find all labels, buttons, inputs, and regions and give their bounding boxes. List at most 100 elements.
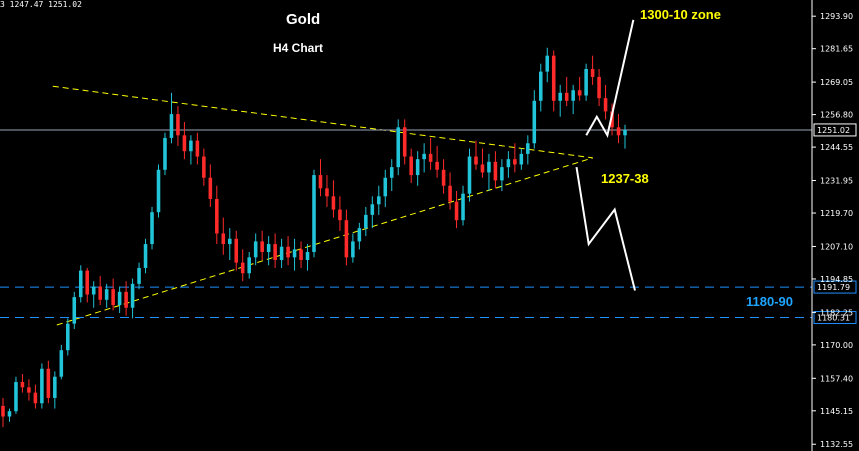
candle-body [415,159,420,176]
y-tick-label: 1182.25 [820,308,853,317]
candle-body [305,252,310,260]
candle [383,169,388,207]
candle [1,397,5,428]
candle [467,148,472,202]
candle-body [441,169,446,186]
y-tick-label: 1281.65 [820,45,853,54]
annotation-1300-zone: 1300-10 zone [640,7,721,22]
candle [616,114,621,144]
candle-body [59,350,64,377]
candle [253,233,258,266]
candle [435,145,439,178]
candle-body [66,323,70,351]
candle-body [91,286,96,295]
candle [78,265,83,303]
candle-body [564,92,569,101]
candle [461,185,465,226]
candle [564,76,569,107]
candle-body [590,68,595,77]
candle-body [344,220,349,258]
candle-body [78,270,83,298]
candle [85,267,90,303]
candle [577,76,582,101]
candle-body [182,135,187,152]
candle-body [137,267,141,284]
projection-up-path [585,19,635,139]
candle [111,278,115,311]
candle [513,143,517,173]
candle [396,119,401,176]
candle-body [435,161,439,170]
candle [266,236,271,266]
candle [292,238,297,271]
candle-body [519,153,524,165]
candle [227,228,232,260]
candle-body [383,177,388,197]
candle [338,196,342,231]
candle-body [1,405,5,417]
candle-body [279,246,284,260]
candle [286,236,290,266]
candle [117,286,122,314]
candle-body [130,283,135,308]
horizontal-levels: 1191.79 1180.31 1251.02 [0,123,857,325]
candle [137,262,141,290]
projection-down-path [575,166,636,291]
y-tick-label: 1244.55 [820,143,853,152]
y-tick-label: 1231.95 [820,177,853,186]
y-tick-label: 1256.80 [820,111,853,120]
candle-body [357,228,362,242]
chart-subtitle: H4 Chart [273,41,324,55]
candle-body [351,241,355,258]
candle [72,291,77,329]
candle [247,252,251,279]
candle [590,55,595,85]
candle [610,103,614,136]
candle-body [500,167,504,181]
candle-body [467,156,472,194]
candle-body [513,159,517,165]
candle-body [422,153,426,160]
level-label-box [813,311,857,325]
candle-body [402,127,407,157]
candle [344,209,349,266]
candle [480,148,485,178]
candle-body [389,167,394,178]
candle-body [506,159,511,168]
candle [156,164,161,218]
candle-body [526,143,530,154]
candle [538,63,543,112]
candle-body [409,156,413,176]
trendline-lower [56,157,593,326]
price-axis: 1293.90 1281.65 1269.05 1256.80 1244.55 1231.… [811,0,853,451]
candle [27,379,31,401]
candle-body [215,198,219,234]
candle [150,206,154,250]
y-tick-label: 1194.85 [820,275,853,284]
candle [331,180,336,218]
candle-body [98,286,102,300]
candle-body [623,129,627,136]
chart-title: Gold [286,11,321,28]
candle [370,196,375,229]
candle-body [603,98,608,112]
candle-body [331,196,336,210]
candle-body [33,392,38,404]
projection-paths [575,19,636,291]
candle-body [163,137,167,170]
candle [143,238,148,274]
candle-body [260,241,264,253]
candle [454,191,459,229]
candle [124,281,128,316]
candle [234,230,239,271]
annotation-1237: 1237-38 [601,171,649,186]
candle-body [40,368,44,404]
candle-body [124,291,128,308]
candle-body [202,156,206,178]
candle-body [610,111,614,128]
candle [176,106,180,146]
candle [389,159,394,192]
candle [474,140,478,170]
candle-body [577,90,582,96]
candle [305,244,310,271]
